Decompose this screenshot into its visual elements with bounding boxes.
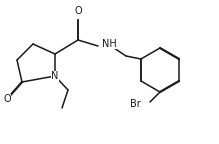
Text: N: N — [51, 71, 59, 81]
Text: NH: NH — [102, 39, 117, 49]
Text: Br: Br — [130, 99, 141, 109]
Text: O: O — [3, 94, 11, 104]
Text: O: O — [74, 6, 82, 16]
